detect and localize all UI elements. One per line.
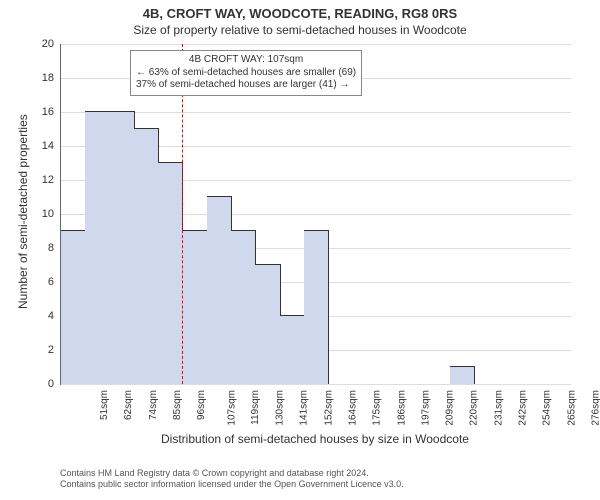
footnote-line1: Contains HM Land Registry data © Crown c…	[60, 468, 404, 479]
histogram-bar	[280, 315, 305, 384]
x-tick: 62sqm	[123, 390, 134, 420]
annotation-box: 4B CROFT WAY: 107sqm ← 63% of semi-detac…	[130, 50, 362, 96]
x-tick: 197sqm	[420, 390, 431, 426]
y-tick: 18	[0, 72, 54, 84]
y-tick: 14	[0, 140, 54, 152]
y-tick: 4	[0, 310, 54, 322]
x-tick: 107sqm	[226, 390, 237, 426]
annotation-line1: 4B CROFT WAY: 107sqm	[136, 54, 356, 67]
histogram-bar	[304, 230, 329, 384]
x-tick: 175sqm	[372, 390, 383, 426]
y-tick: 12	[0, 174, 54, 186]
x-tick: 51sqm	[99, 390, 110, 420]
chart-container: 4B, CROFT WAY, WOODCOTE, READING, RG8 0R…	[0, 0, 600, 500]
histogram-bar	[134, 128, 159, 384]
x-tick: 220sqm	[469, 390, 480, 426]
gridline	[61, 112, 571, 113]
x-tick: 242sqm	[518, 390, 529, 426]
histogram-bar	[450, 366, 475, 384]
x-tick: 265sqm	[566, 390, 577, 426]
x-tick: 164sqm	[348, 390, 359, 426]
histogram-bar	[231, 230, 256, 384]
y-tick: 10	[0, 208, 54, 220]
x-tick: 186sqm	[396, 390, 407, 426]
chart-title-main: 4B, CROFT WAY, WOODCOTE, READING, RG8 0R…	[0, 0, 600, 21]
histogram-bar	[110, 111, 135, 384]
x-tick: 96sqm	[196, 390, 207, 420]
x-tick: 276sqm	[590, 390, 600, 426]
histogram-bar	[255, 264, 280, 384]
y-tick: 20	[0, 38, 54, 50]
histogram-bar	[158, 162, 183, 384]
histogram-bar	[182, 230, 207, 384]
y-tick: 0	[0, 378, 54, 390]
y-tick: 16	[0, 106, 54, 118]
x-tick: 141sqm	[299, 390, 310, 426]
y-tick: 8	[0, 242, 54, 254]
x-tick: 152sqm	[323, 390, 334, 426]
x-tick: 85sqm	[172, 390, 183, 420]
footnote-line2: Contains public sector information licen…	[60, 479, 404, 490]
x-axis-label: Distribution of semi-detached houses by …	[60, 432, 570, 446]
histogram-bar	[207, 196, 232, 384]
chart-title-sub: Size of property relative to semi-detach…	[0, 21, 600, 37]
x-tick: 209sqm	[445, 390, 456, 426]
histogram-bar	[85, 111, 110, 384]
gridline	[61, 384, 571, 385]
x-tick: 74sqm	[148, 390, 159, 420]
y-tick: 2	[0, 344, 54, 356]
gridline	[61, 44, 571, 45]
y-tick: 6	[0, 276, 54, 288]
footnote: Contains HM Land Registry data © Crown c…	[60, 468, 404, 490]
x-tick: 119sqm	[250, 390, 261, 425]
x-tick: 254sqm	[542, 390, 553, 426]
x-tick: 130sqm	[275, 390, 286, 426]
x-tick: 231sqm	[493, 390, 504, 426]
histogram-bar	[61, 230, 86, 384]
annotation-line2: ← 63% of semi-detached houses are smalle…	[136, 67, 356, 80]
annotation-line3: 37% of semi-detached houses are larger (…	[136, 79, 356, 92]
